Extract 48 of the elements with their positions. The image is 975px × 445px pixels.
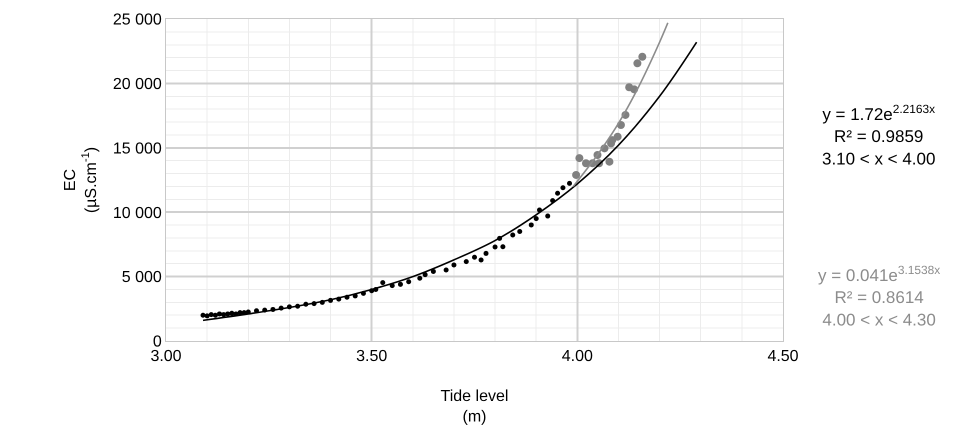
y-tick-label: 5 000 — [122, 269, 162, 286]
point — [422, 272, 428, 278]
point — [221, 312, 226, 318]
point — [510, 232, 516, 238]
point — [444, 268, 449, 273]
point — [492, 244, 498, 250]
point — [614, 132, 622, 141]
x-tick-label: 3.00 — [150, 348, 182, 366]
point — [638, 52, 646, 61]
point — [464, 259, 469, 264]
point — [572, 170, 580, 179]
y-tick-label: 20 000 — [112, 76, 162, 93]
point — [605, 158, 614, 166]
y-tick-label: 15 000 — [112, 140, 162, 158]
point — [633, 59, 642, 68]
point — [430, 268, 436, 274]
point — [500, 244, 506, 250]
point — [398, 282, 403, 287]
point — [560, 185, 566, 190]
line-series — [572, 22, 669, 188]
y-tick-label: 0 — [152, 334, 162, 351]
x-tick-label: 4.00 — [562, 348, 593, 366]
point — [200, 312, 206, 318]
y-tick-label: 25 000 — [112, 12, 162, 29]
point — [478, 257, 484, 262]
point — [225, 311, 230, 316]
x-axis-title: Tide level (m) — [440, 388, 508, 426]
point — [204, 313, 210, 318]
text: y = 1.72e$^{2.2163x}$ R² = 0.9859 3.10 < x < 4.00 — [822, 102, 936, 168]
point — [555, 190, 560, 196]
point — [380, 280, 386, 286]
point — [212, 312, 218, 318]
point — [517, 229, 522, 234]
text: y = 0.041e$^{3.1538x}$ R² = 0.8614 4.00 < x < 4.30 — [818, 263, 940, 330]
x-tick-label: 4.50 — [767, 348, 799, 366]
point — [528, 222, 534, 228]
point — [484, 250, 489, 256]
point — [545, 214, 550, 219]
point — [451, 262, 456, 268]
point — [417, 276, 422, 281]
point — [575, 154, 584, 162]
x-tick-label: 3.50 — [356, 348, 388, 366]
point — [567, 180, 572, 186]
y-tick-label: 10 000 — [112, 204, 162, 222]
point — [472, 254, 477, 260]
point — [534, 216, 539, 222]
point — [406, 279, 412, 284]
line-series — [202, 41, 698, 322]
